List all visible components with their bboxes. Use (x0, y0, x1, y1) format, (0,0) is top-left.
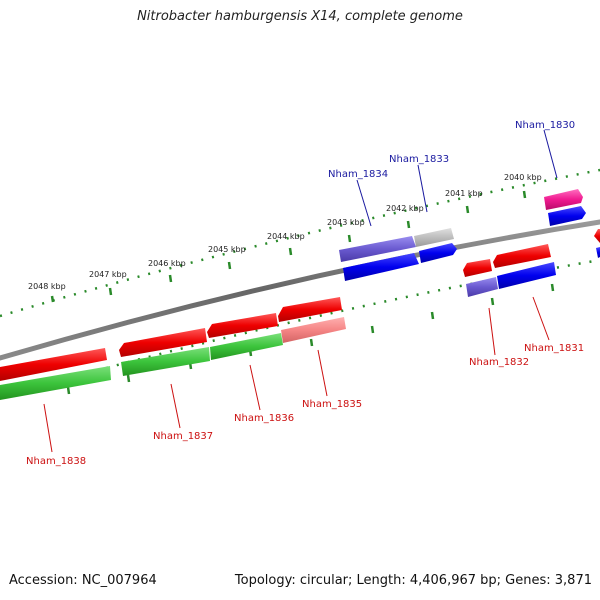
gene-label-nham-1836: Nham_1836 (234, 413, 294, 424)
forward-cds-row (343, 206, 600, 281)
tick-label: 2044 kbp (267, 232, 305, 241)
cds-blue-3[interactable] (548, 206, 586, 226)
tick-label: 2047 kbp (89, 270, 127, 279)
scale-major-ticks-inner (66, 283, 555, 395)
reverse-cds-row (0, 262, 556, 400)
cds-green-1[interactable] (0, 366, 111, 400)
forward-strand-genes (339, 189, 583, 262)
kbp-scale-outer (0, 168, 600, 318)
reverse-leader-lines (43, 296, 550, 453)
gene-label-nham-1830: Nham_1830 (515, 120, 575, 131)
gene-nham-1834[interactable] (339, 236, 416, 262)
gene-label-nham-1833: Nham_1833 (389, 154, 449, 165)
accession-text: Accession: NC_007964 (9, 573, 157, 588)
tick-label: 2040 kbp (504, 173, 542, 182)
gene-nham-1831[interactable] (493, 244, 551, 268)
gene-label-nham-1831: Nham_1831 (524, 343, 584, 354)
tick-label: 2045 kbp (208, 245, 246, 254)
forward-leader-lines (356, 129, 558, 227)
tick-label: 2043 kbp (327, 218, 365, 227)
cds-blue-edge[interactable] (596, 247, 600, 258)
gene-label-nham-1838: Nham_1838 (26, 456, 86, 467)
gene-label-nham-1832: Nham_1832 (469, 357, 529, 368)
cds-blue-2[interactable] (419, 243, 457, 263)
cds-blue-4[interactable] (497, 262, 556, 289)
genome-backbone (0, 219, 600, 361)
gene-edge-red[interactable] (594, 229, 600, 243)
gene-nham-1836[interactable] (207, 313, 278, 338)
gene-label-nham-1837: Nham_1837 (153, 431, 213, 442)
tick-label: 2046 kbp (148, 259, 186, 268)
gene-nham-1838-red[interactable] (0, 348, 107, 381)
gene-label-nham-1835: Nham_1835 (302, 399, 362, 410)
cds-salmon[interactable] (281, 317, 346, 343)
cds-blue-1[interactable] (343, 253, 419, 281)
gene-label-nham-1834: Nham_1834 (328, 169, 388, 180)
gene-nham-1832[interactable] (463, 259, 492, 277)
cds-green-2[interactable] (121, 347, 210, 376)
map-title: Nitrobacter hamburgensis X14, complete g… (137, 9, 463, 24)
tick-label: 2041 kbp (445, 189, 483, 198)
gene-nham-1837[interactable] (119, 328, 207, 357)
reverse-strand-genes (0, 229, 600, 381)
gene-nham-1833[interactable] (414, 228, 454, 247)
scale-major-ticks-outer (50, 190, 527, 303)
gene-nham-1835[interactable] (278, 297, 342, 322)
kbp-tick-labels: 2048 kbp 2047 kbp 2046 kbp 2045 kbp 2044… (28, 173, 542, 291)
gene-labels: Nham_1834 Nham_1833 Nham_1830 Nham_1838 … (26, 120, 584, 467)
genome-summary-text: Topology: circular; Length: 4,406,967 bp… (234, 573, 592, 588)
kbp-scale-inner (0, 258, 600, 399)
cds-purple-2[interactable] (466, 277, 498, 297)
tick-label: 2042 kbp (386, 204, 424, 213)
cds-green-3[interactable] (210, 333, 283, 360)
tick-label: 2048 kbp (28, 282, 66, 291)
gene-nham-1830[interactable] (544, 189, 583, 210)
